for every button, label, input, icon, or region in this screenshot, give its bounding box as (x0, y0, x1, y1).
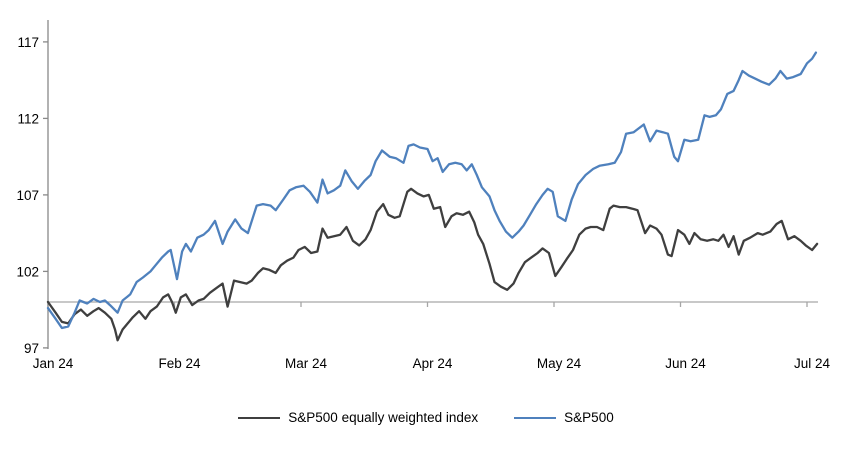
legend-label-sp500-equal-weight: S&P500 equally weighted index (288, 410, 479, 425)
legend-label-sp500: S&P500 (564, 410, 614, 425)
legend-item-sp500-equal-weight: S&P500 equally weighted index (238, 410, 478, 425)
x-tick-label: May 24 (537, 356, 582, 371)
x-tick-label: Apr 24 (413, 356, 453, 371)
x-tick-label: Jul 24 (794, 356, 831, 371)
x-tick-label: Jan 24 (33, 356, 74, 371)
sp500-line-swatch (514, 416, 557, 419)
x-tick-label: Feb 24 (158, 356, 201, 371)
y-tick-label: 102 (16, 264, 39, 279)
sp500-equal-weight-line-swatch (238, 416, 281, 419)
series-line-sandp500-equally-weighted-index (46, 187, 819, 342)
chart-legend: S&P500 equally weighted index S&P500 (0, 410, 852, 425)
y-tick-label: 97 (24, 341, 39, 356)
legend-item-sp500: S&P500 (514, 410, 614, 425)
y-tick-label: 107 (16, 188, 39, 203)
y-tick-label: 117 (17, 35, 39, 50)
y-tick-label: 112 (17, 111, 39, 126)
x-tick-label: Jun 24 (665, 356, 706, 371)
x-tick-label: Mar 24 (285, 356, 328, 371)
series-line-sandp500 (46, 51, 818, 330)
